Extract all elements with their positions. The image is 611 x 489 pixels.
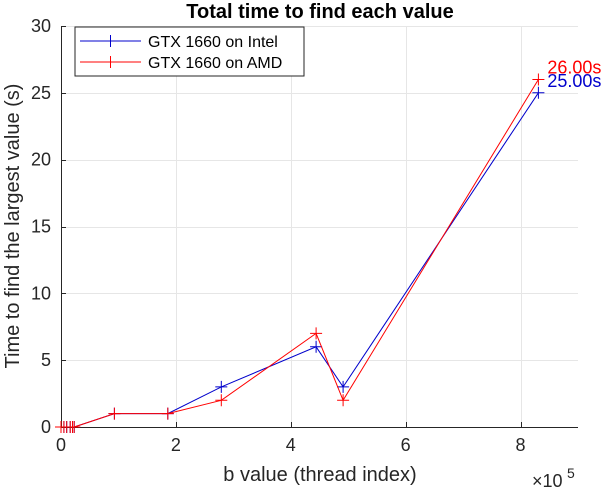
- axes: 0 2 4 6 8 0 5 10 15 20 25 30: [31, 16, 578, 455]
- legend-label-intel: GTX 1660 on Intel: [148, 34, 278, 51]
- y-tick-label: 15: [31, 217, 51, 237]
- x-tick-label: 4: [286, 435, 296, 455]
- x-axis-title: b value (thread index): [223, 464, 416, 486]
- series-amd: [55, 73, 545, 433]
- y-tick-label: 30: [31, 16, 51, 36]
- data-point: [68, 421, 81, 433]
- data-point: [215, 380, 228, 393]
- legend-item-intel: GTX 1660 on Intel: [80, 34, 278, 51]
- data-point: [337, 380, 350, 393]
- series-group: [55, 73, 545, 433]
- data-point: [310, 340, 323, 353]
- legend-item-amd: GTX 1660 on AMD: [80, 55, 282, 72]
- legend-marker-amd: [104, 56, 117, 68]
- data-point: [310, 327, 323, 340]
- end-value-annotation: 25.00s: [547, 71, 601, 91]
- data-point: [215, 394, 228, 407]
- data-point: [532, 86, 545, 99]
- x-tick-label: 0: [56, 435, 66, 455]
- data-point: [532, 73, 545, 86]
- y-tick-label: 0: [41, 417, 51, 437]
- legend-label-amd: GTX 1660 on AMD: [148, 55, 282, 72]
- chart-title: Total time to find each value: [186, 1, 453, 23]
- data-point: [108, 407, 121, 420]
- data-point: [161, 407, 174, 420]
- legend-box: [74, 26, 305, 77]
- x-axis-exponent-base: ×10: [532, 471, 563, 489]
- y-tick-label: 5: [41, 350, 51, 370]
- x-tick-label: 2: [171, 435, 181, 455]
- x-tick-label: 6: [401, 435, 411, 455]
- y-tick-label: 10: [31, 283, 51, 303]
- legend: GTX 1660 on Intel GTX 1660 on AMD: [74, 26, 305, 77]
- x-axis-exponent: ×10 5: [532, 465, 575, 489]
- y-axis-title: Time to find the largest value (s): [2, 84, 24, 369]
- plot-background: [61, 26, 578, 427]
- end-value-annotation: 26.00s: [547, 57, 601, 77]
- x-axis-exponent-power: 5: [567, 465, 575, 481]
- data-point: [337, 394, 350, 407]
- y-tick-label: 25: [31, 83, 51, 103]
- y-tick-label: 20: [31, 150, 51, 170]
- x-tick-label: 8: [516, 435, 526, 455]
- legend-marker-intel: [104, 35, 117, 47]
